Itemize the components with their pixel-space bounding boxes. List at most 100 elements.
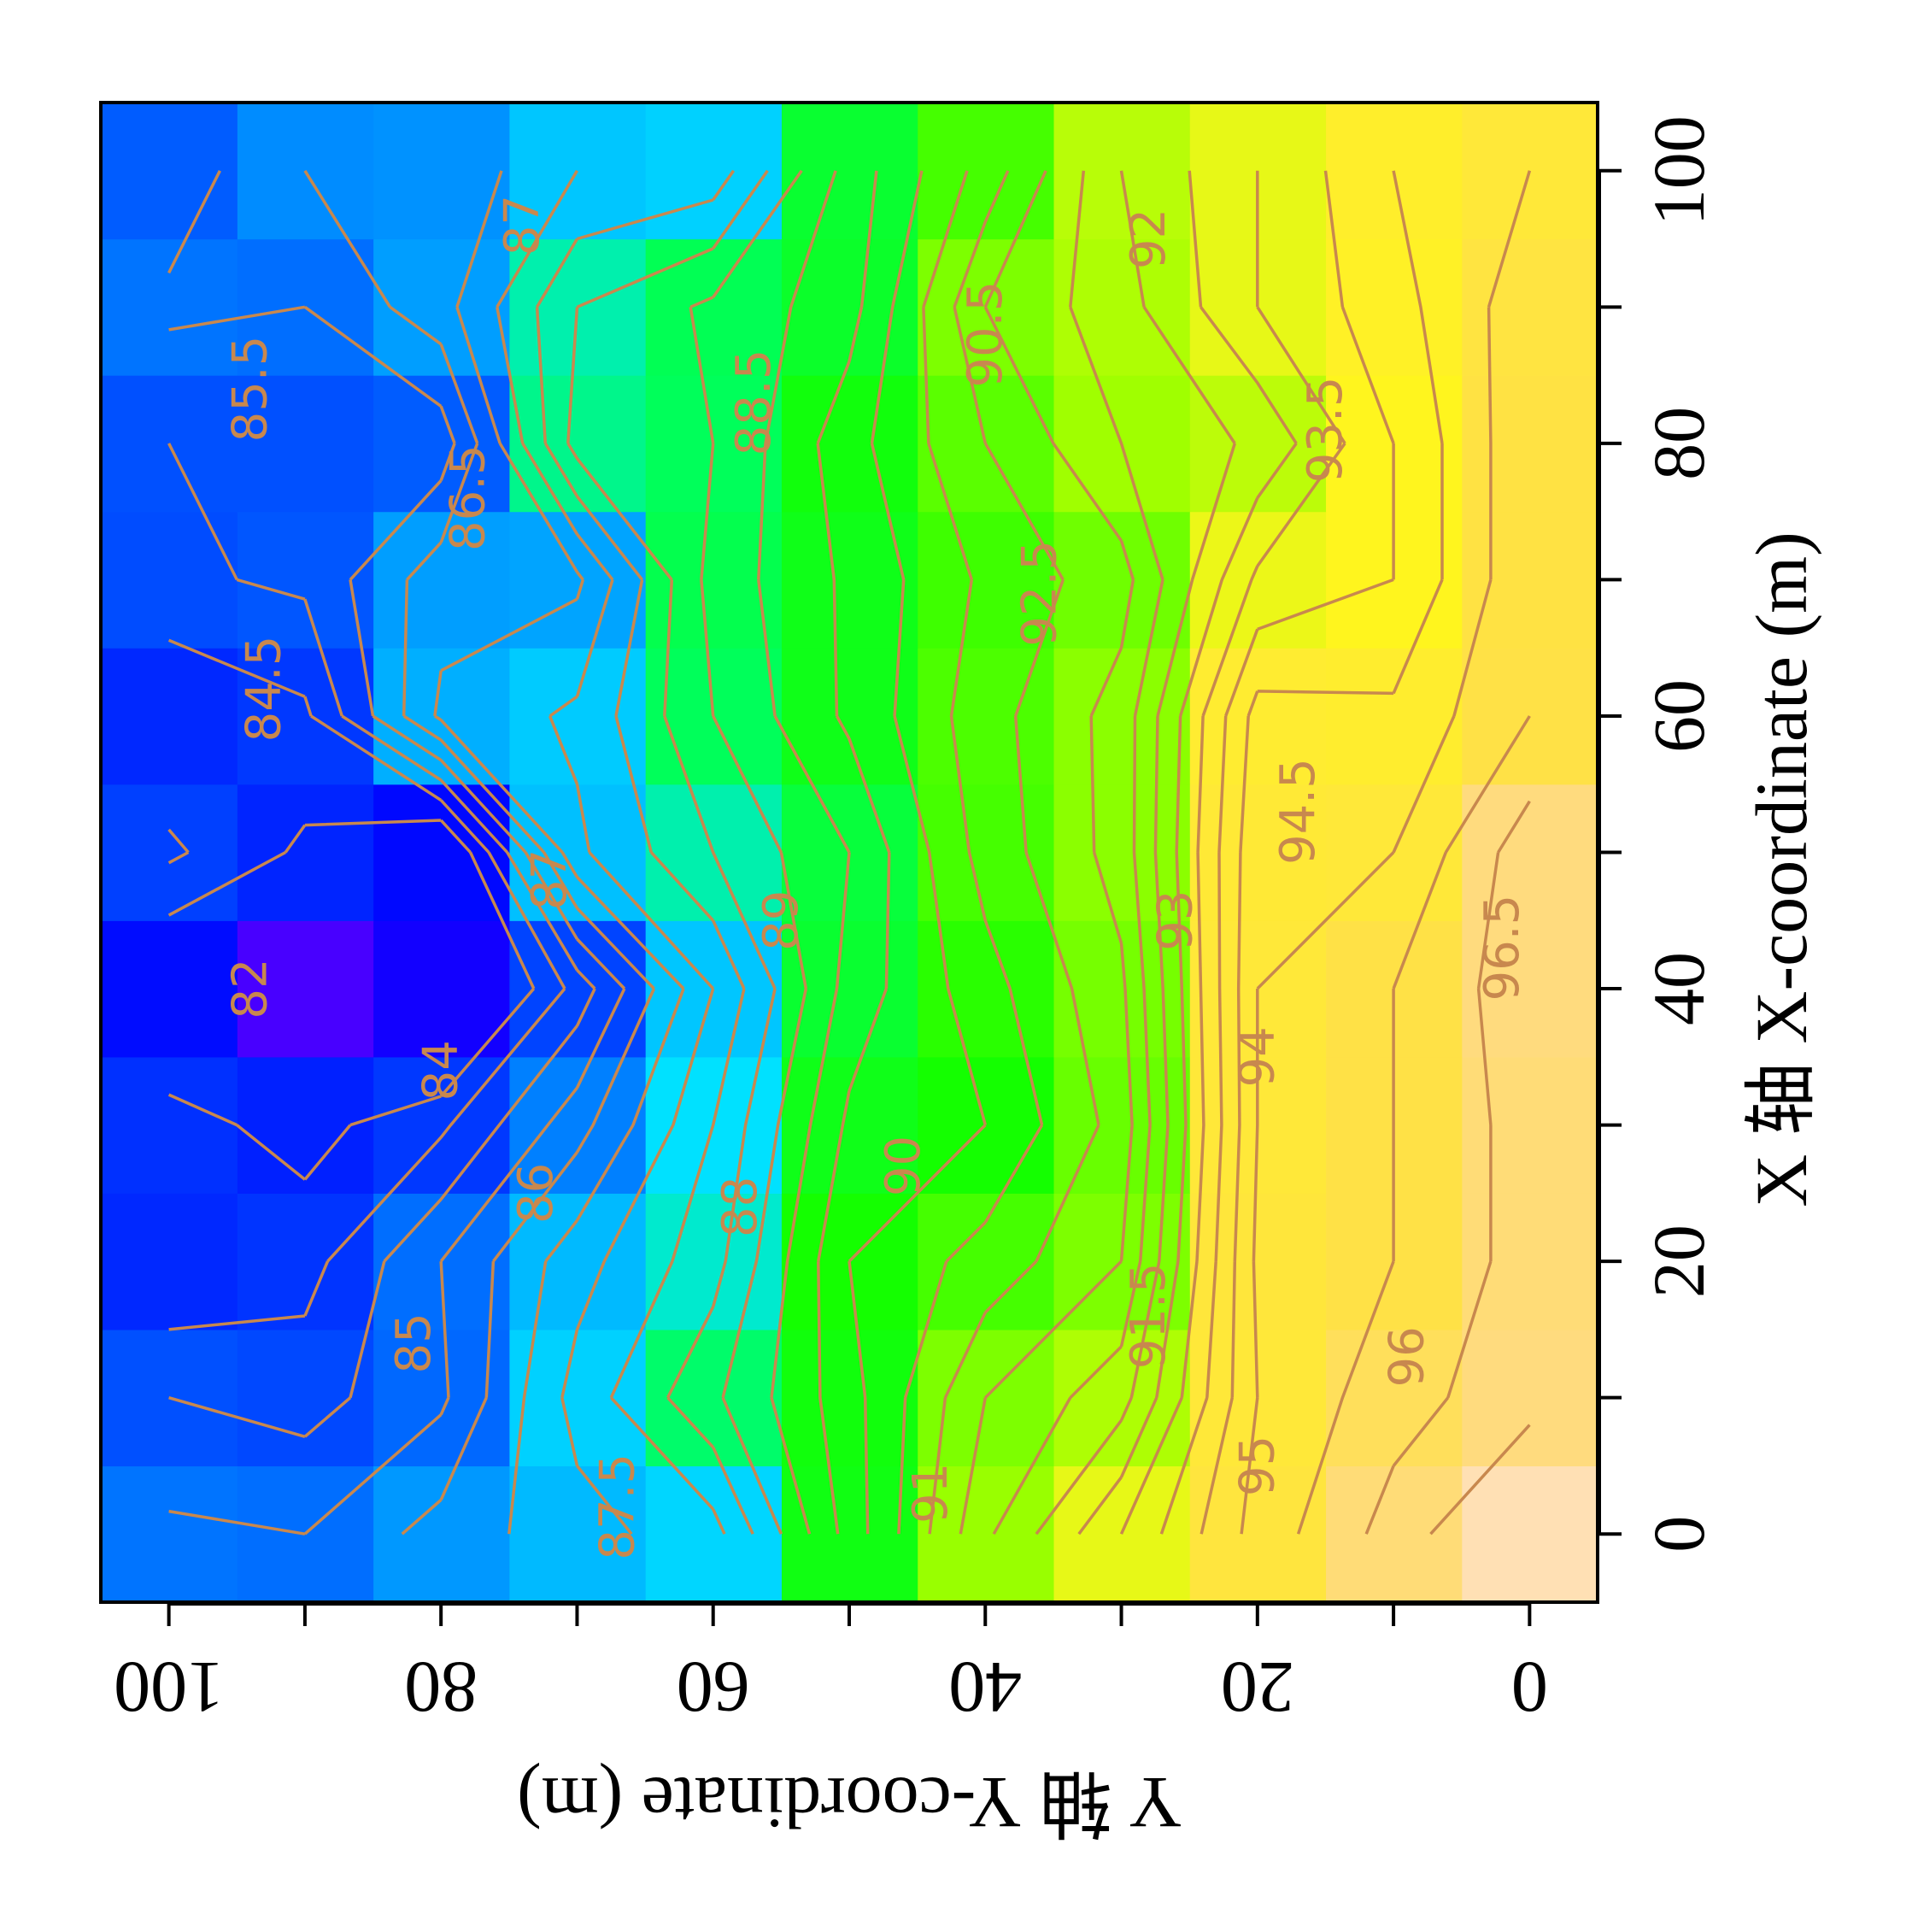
contour-label: 90 — [876, 1136, 931, 1196]
heatmap-cell — [1053, 648, 1190, 785]
x-tick-label: 80 — [1638, 407, 1720, 480]
contour-label: 92.5 — [1012, 540, 1067, 647]
contour-label: 90.5 — [958, 281, 1013, 388]
heatmap-cell — [237, 920, 374, 1058]
contour-label: 93 — [1148, 890, 1204, 951]
y-tick-label: 60 — [677, 1647, 750, 1729]
heatmap-cell — [237, 648, 374, 785]
contour-line-91.5 — [959, 170, 1135, 1535]
x-tick-label: 100 — [1638, 115, 1720, 226]
x-axis: 0 20 40 60 80 100 — [1598, 115, 1720, 1553]
heatmap-cell — [1053, 1465, 1190, 1603]
heatmap-cell — [508, 1056, 646, 1194]
heatmap-cell — [372, 103, 510, 240]
contour-label: 87 — [495, 195, 550, 255]
heatmap-cell — [508, 375, 646, 513]
heatmap-cell — [1053, 511, 1190, 649]
contour-line-90 — [848, 170, 987, 1535]
contour-line-91 — [928, 170, 1100, 1535]
contour-label: 94 — [1229, 1026, 1285, 1087]
heatmap-cell — [1461, 375, 1598, 513]
contour-line-95.5 — [1296, 715, 1531, 1535]
x-tick-label: 60 — [1638, 679, 1720, 753]
heatmap-cell — [1461, 1329, 1598, 1467]
contour-label: 89 — [754, 890, 809, 951]
contour-line-93 — [1077, 170, 1298, 1536]
heatmap-cell — [508, 1193, 646, 1330]
contour-label: 82 — [223, 958, 279, 1019]
contour-line-86.5 — [433, 170, 685, 1535]
contour-line-96 — [1364, 800, 1531, 1535]
heatmap-cell — [645, 103, 782, 240]
heatmap-cell — [1325, 1465, 1463, 1603]
heatmap-cell — [645, 238, 782, 376]
heatmap-cell — [1189, 784, 1327, 921]
heatmap-cell — [237, 1193, 374, 1330]
heatmap-cell — [101, 511, 238, 649]
heatmap-cell — [372, 1465, 510, 1603]
heatmap-cell — [1461, 784, 1598, 921]
contour-label: 96 — [1380, 1326, 1435, 1387]
contour-labels: 82 84 84.5 85 85.5 86 86.5 87 87 87.5 88 88.5 89 90 90… — [223, 195, 1530, 1560]
heatmap-cell — [781, 511, 918, 649]
x-tick-label: 0 — [1638, 1516, 1720, 1553]
contour-line-92 — [992, 170, 1164, 1536]
contour-label: 86.5 — [441, 444, 496, 551]
contour-line-88.5 — [689, 169, 808, 1535]
heatmap-cell — [917, 511, 1054, 649]
contour-line-94.5 — [1199, 170, 1444, 1535]
heatmap-cell — [372, 920, 510, 1058]
contour-line-92.5 — [1035, 170, 1236, 1536]
heatmap-cell — [372, 511, 510, 649]
contour-line-87 — [496, 169, 715, 1536]
y-tick-label: 0 — [1511, 1647, 1548, 1729]
contour-label: 87.5 — [590, 1453, 646, 1560]
heatmap-cell — [101, 1465, 238, 1603]
heatmap-cell — [1053, 1056, 1190, 1194]
contour-label: 96.5 — [1475, 895, 1530, 1001]
contour-line-88 — [566, 169, 777, 1535]
heatmap-cell — [237, 1329, 374, 1467]
heatmap-cell — [1189, 1193, 1327, 1330]
heatmap-cell — [1053, 1329, 1190, 1467]
heatmap-cell — [917, 103, 1054, 240]
y-axis: 0 20 40 60 80 100 — [114, 1602, 1548, 1729]
heatmap-cell — [1461, 511, 1598, 649]
contour-label: 93.5 — [1298, 377, 1353, 484]
contour-line-84 — [167, 819, 536, 1181]
heatmap-cell — [781, 1329, 918, 1467]
contour-label: 88 — [713, 1177, 768, 1237]
contour-line-89.5 — [816, 170, 891, 1535]
heatmap-cell — [1053, 784, 1190, 921]
contour-label: 85 — [386, 1312, 442, 1373]
heatmap-cell — [372, 238, 510, 376]
contour-line-96.5 — [1429, 1424, 1531, 1536]
contour-label: 84.5 — [237, 636, 292, 743]
contour-line-90.5 — [897, 170, 1044, 1535]
contour-label: 85.5 — [223, 336, 279, 443]
heatmap-cell — [1325, 238, 1463, 376]
heatmap-cell — [1461, 238, 1598, 376]
heatmap-cell — [237, 375, 374, 513]
contour-line-87.5 — [535, 169, 746, 1535]
heatmap-cell — [101, 648, 238, 785]
contour-label: 92 — [1121, 208, 1176, 269]
contour-label: 86 — [508, 1163, 564, 1224]
heatmap-cell — [1189, 375, 1327, 513]
y-axis-title: Y 轴 Y-coordinate (m) — [517, 1762, 1182, 1844]
heatmap-cell — [781, 375, 918, 513]
heatmap-cell — [101, 103, 238, 240]
y-tick-label: 40 — [948, 1647, 1022, 1729]
heatmap-cell — [1461, 1465, 1598, 1603]
contour-line-93.5 — [1119, 170, 1346, 1535]
heatmap-cell — [508, 648, 646, 785]
heatmap-cell — [101, 1056, 238, 1194]
heatmap-cell — [508, 1465, 646, 1603]
heatmap-cell — [508, 1329, 646, 1467]
heatmap-cell — [1325, 1329, 1463, 1467]
heatmap-cell — [372, 784, 510, 921]
heatmap-cell — [1189, 511, 1327, 649]
y-tick-label: 20 — [1221, 1647, 1294, 1729]
y-tick-label: 80 — [404, 1647, 478, 1729]
heatmap-cell — [101, 920, 238, 1058]
